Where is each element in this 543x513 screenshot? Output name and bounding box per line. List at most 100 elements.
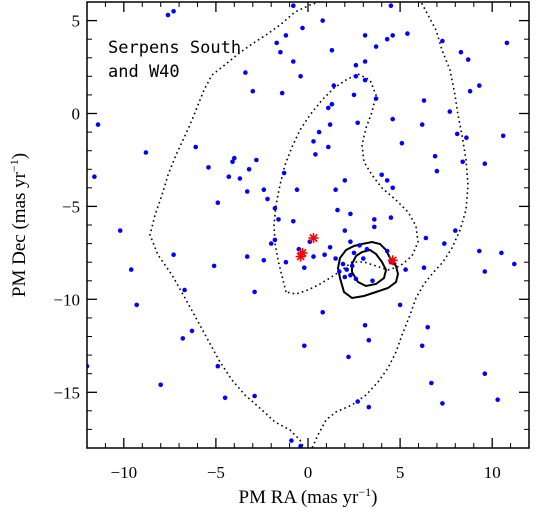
scatter-point-97 (344, 267, 350, 272)
scatter-point-45 (460, 159, 466, 165)
scatter-point-2 (291, 3, 296, 9)
scatter-point-19 (291, 59, 296, 64)
scatter-point-66 (333, 187, 338, 192)
scatter-point-129 (499, 250, 504, 256)
scatter-point-68 (379, 172, 385, 178)
scatter-point-102 (357, 243, 362, 248)
scatter-point-147 (403, 267, 408, 272)
x-tick-label-1: −5 (207, 463, 225, 482)
scatter-point-52 (193, 144, 198, 150)
y-tick-label-2: −5 (62, 197, 80, 216)
scatter-point-116 (180, 336, 186, 341)
scatter-point-139 (222, 395, 228, 401)
scatter-point-62 (311, 139, 316, 144)
scatter-point-17 (465, 57, 471, 62)
scatter-point-47 (434, 168, 440, 174)
scatter-point-71 (237, 176, 243, 181)
scatter-point-141 (355, 399, 361, 404)
scatter-point-123 (419, 343, 425, 349)
scatter-point-149 (302, 343, 307, 349)
scatter-point-127 (495, 397, 501, 403)
scatter-point-27 (467, 88, 473, 94)
scatter-point-114 (182, 287, 187, 293)
scatter-point-125 (440, 401, 445, 406)
red-star-1-stroke-3 (296, 252, 305, 261)
scatter-point-83 (388, 215, 394, 220)
scatter-point-24 (362, 77, 368, 83)
scatter-point-148 (346, 354, 351, 360)
scatter-point-13 (390, 33, 396, 38)
scatter-point-33 (250, 88, 256, 94)
scatter-point-40 (419, 122, 425, 127)
scatter-point-39 (399, 140, 405, 146)
scatter-point-18 (243, 70, 248, 75)
scatter-point-77 (291, 219, 296, 224)
scatter-point-94 (322, 252, 327, 257)
scatter-point-29 (504, 40, 510, 46)
scatter-point-144 (298, 443, 303, 448)
scatter-point-43 (464, 135, 469, 140)
scatter-point-60 (313, 152, 318, 157)
scatter-point-67 (342, 178, 348, 183)
scatter-point-5 (388, 3, 394, 9)
scatter-point-122 (425, 324, 431, 330)
scatter-point-74 (215, 200, 221, 205)
scatter-point-137 (158, 382, 163, 388)
scatter-point-85 (342, 228, 348, 233)
scatter-point-107 (370, 278, 375, 284)
scatter-point-132 (421, 265, 427, 271)
outer-contour-line (149, 2, 469, 448)
scatter-point-93 (261, 258, 267, 263)
scatter-point-99 (342, 274, 348, 280)
red-star-markers (295, 233, 398, 266)
scatter-point-36 (327, 122, 333, 127)
scatter-point-35 (329, 101, 335, 107)
scatter-point-23 (351, 92, 357, 98)
inner-contour-line (273, 73, 419, 295)
scatter-point-104 (361, 256, 366, 261)
scatter-point-86 (348, 239, 353, 244)
scatter-point-82 (372, 217, 377, 222)
scatter-point-81 (348, 211, 353, 217)
scatter-point-38 (390, 116, 396, 122)
scatter-point-21 (362, 59, 368, 64)
scatter-point-117 (252, 289, 257, 295)
scatter-point-7 (274, 40, 280, 46)
outer-dotted-contour (149, 2, 469, 448)
scatter-point-79 (272, 237, 278, 243)
red-star-2-stroke-3 (309, 233, 318, 243)
scatter-point-109 (211, 263, 217, 269)
y-tick-label-1: −10 (53, 290, 80, 309)
scatter-point-41 (447, 109, 453, 114)
scatter-point-50 (92, 174, 97, 179)
scatter-point-61 (316, 129, 322, 135)
axis-ticks (86, 1, 530, 449)
scatter-point-57 (254, 157, 259, 163)
scatter-point-22 (353, 74, 359, 79)
scatter-point-20 (353, 62, 359, 68)
scatter-point-6 (283, 33, 289, 38)
x-tick-label-0: −10 (111, 463, 138, 482)
scatter-point-53 (206, 165, 211, 170)
scatter-point-136 (215, 363, 221, 369)
scatter-point-135 (453, 228, 458, 233)
scatter-point-133 (442, 241, 447, 246)
scatter-point-113 (134, 302, 139, 308)
scatter-point-65 (265, 196, 270, 202)
scatter-point-126 (482, 371, 488, 377)
scatter-point-78 (268, 241, 274, 246)
red-star-3 (387, 255, 398, 266)
scatter-point-1 (165, 12, 171, 18)
y-axis-title-end: ) (9, 153, 30, 159)
scatter-point-15 (440, 38, 445, 44)
scatter-point-37 (355, 120, 361, 126)
scatter-point-30 (298, 74, 303, 79)
scatter-point-3 (300, 25, 305, 31)
x-axis-title-end: ) (371, 487, 377, 508)
scatter-point-55 (226, 174, 232, 179)
density-contour-inner (351, 248, 388, 288)
y-axis-title: PM Dec (mas yr−1) (7, 153, 30, 297)
scatter-point-101 (351, 250, 357, 256)
scatter-point-46 (482, 161, 488, 166)
scatter-point-84 (372, 224, 377, 230)
